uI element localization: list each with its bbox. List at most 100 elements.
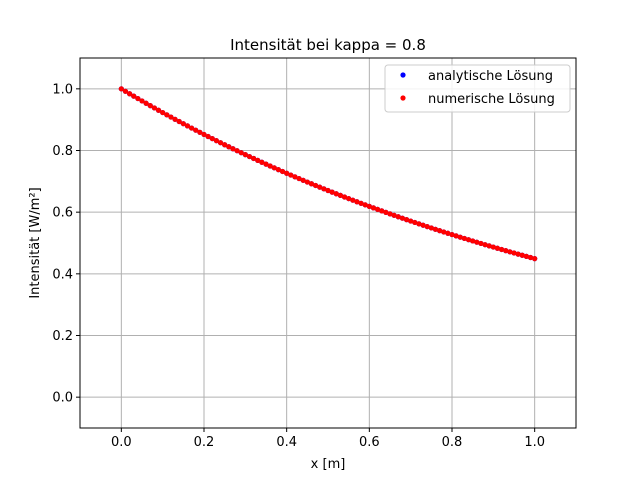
legend-marker-analytic — [400, 72, 406, 78]
data-point-numeric — [222, 142, 228, 148]
data-point-numeric — [358, 200, 364, 206]
data-point-numeric — [325, 187, 331, 194]
data-point-numeric — [230, 146, 236, 152]
data-point-numeric — [494, 245, 501, 251]
data-point-numeric — [523, 253, 530, 259]
data-point-numeric — [341, 194, 348, 200]
data-point-numeric — [515, 251, 521, 257]
data-point-numeric — [437, 228, 443, 234]
y-tick-label: 1.0 — [52, 82, 73, 97]
data-point-numeric — [313, 182, 319, 189]
data-point-numeric — [416, 221, 422, 227]
data-point-numeric — [251, 155, 257, 162]
data-point-numeric — [321, 186, 327, 192]
data-point-numeric — [346, 195, 352, 202]
data-point-numeric — [403, 217, 410, 223]
y-tick-label: 0.8 — [52, 144, 73, 159]
data-point-numeric — [155, 107, 162, 113]
data-point-numeric — [259, 159, 265, 165]
data-point-numeric — [457, 234, 463, 240]
data-point-numeric — [292, 174, 298, 180]
data-point-numeric — [151, 105, 157, 111]
data-point-numeric — [333, 191, 339, 197]
data-point-numeric — [366, 203, 372, 209]
data-point-numeric — [387, 211, 393, 217]
y-axis-label: Intensität [W/m²] — [28, 187, 43, 298]
data-point-numeric — [408, 218, 414, 224]
x-tick-label: 0.4 — [276, 435, 297, 450]
data-point-numeric — [234, 148, 240, 154]
x-tick-label: 0.8 — [442, 435, 463, 450]
data-point-numeric — [122, 88, 129, 94]
data-point-numeric — [399, 215, 405, 221]
data-point-numeric — [470, 238, 476, 244]
data-point-numeric — [412, 219, 418, 226]
data-point-numeric — [172, 116, 178, 122]
data-point-numeric — [317, 184, 323, 190]
data-point-numeric — [478, 240, 484, 247]
legend-label-numeric: numerische Lösung — [428, 92, 555, 107]
y-tick-label: 0.2 — [52, 329, 73, 344]
data-point-numeric — [383, 209, 389, 215]
data-point-numeric — [176, 118, 182, 125]
data-point-numeric — [209, 135, 215, 142]
data-point-numeric — [288, 172, 294, 178]
data-point-numeric — [226, 144, 232, 150]
data-point-numeric — [507, 249, 513, 255]
data-point-numeric — [205, 133, 211, 140]
data-point-numeric — [395, 214, 401, 220]
data-point-numeric — [474, 239, 480, 245]
data-point-numeric — [168, 114, 174, 120]
legend-label-analytic: analytische Lösung — [428, 69, 553, 84]
y-tick-label: 0.4 — [52, 267, 73, 282]
data-point-numeric — [271, 165, 277, 171]
data-point-numeric — [354, 199, 360, 205]
data-point-numeric — [143, 100, 149, 106]
data-point-numeric — [217, 140, 224, 146]
data-point-numeric — [441, 229, 447, 235]
grid-lines — [80, 58, 576, 428]
data-point-numeric — [160, 109, 166, 116]
data-point-numeric — [300, 177, 306, 183]
data-point-numeric — [445, 230, 451, 236]
data-point-numeric — [304, 179, 310, 185]
data-point-numeric — [503, 248, 509, 254]
data-point-numeric — [329, 189, 335, 195]
data-point-numeric — [180, 121, 186, 127]
data-point-numeric — [164, 112, 170, 118]
data-point-numeric — [511, 250, 517, 256]
legend-box — [384, 64, 571, 113]
series-numerische-loesung — [118, 86, 538, 262]
data-point-numeric — [238, 150, 244, 156]
x-axis-label: x [m] — [311, 457, 346, 472]
data-point-numeric — [118, 86, 124, 92]
data-point-numeric — [337, 192, 343, 198]
data-point-numeric — [370, 205, 377, 211]
data-point-numeric — [424, 223, 430, 230]
data-point-numeric — [184, 123, 191, 129]
legend: analytische Lösung numerische Lösung — [384, 64, 571, 113]
data-point-numeric — [379, 208, 385, 214]
x-tick-label: 1.0 — [524, 435, 545, 450]
data-point-numeric — [267, 163, 273, 169]
data-point-numeric — [482, 242, 488, 248]
y-tick-label: 0.6 — [52, 206, 73, 221]
data-point-numeric — [246, 153, 253, 160]
x-tick-label: 0.0 — [111, 435, 132, 450]
data-point-numeric — [519, 252, 525, 258]
data-point-numeric — [453, 233, 459, 239]
data-point-numeric — [465, 237, 472, 243]
data-point-numeric — [147, 103, 153, 109]
chart-title: Intensität bei kappa = 0.8 — [230, 36, 426, 54]
data-point-numeric — [532, 256, 538, 262]
data-point-numeric — [242, 152, 248, 158]
legend-marker-numeric — [400, 95, 406, 101]
data-point-numeric — [135, 95, 141, 102]
data-point-numeric — [284, 170, 290, 176]
data-point-numeric — [391, 212, 397, 218]
data-point-numeric — [131, 93, 137, 99]
data-point-numeric — [197, 129, 203, 135]
data-point-numeric — [213, 138, 219, 144]
data-point-numeric — [428, 225, 434, 231]
data-point-numeric — [350, 197, 356, 203]
